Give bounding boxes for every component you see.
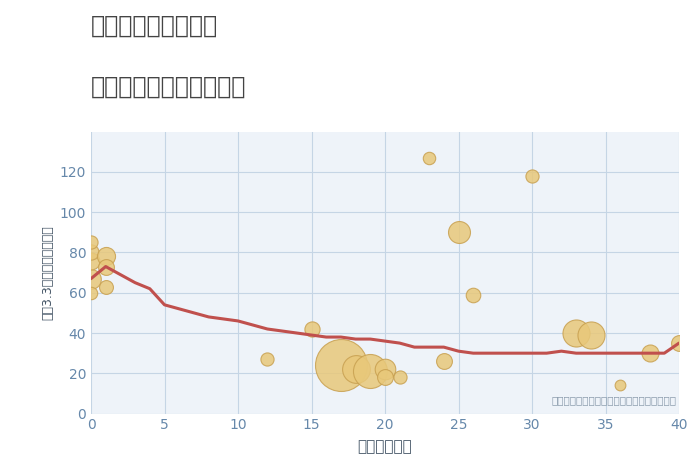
Point	[673, 339, 685, 347]
X-axis label: 築年数（年）: 築年数（年）	[358, 439, 412, 454]
Point	[100, 263, 111, 270]
Point	[379, 366, 391, 373]
Point	[335, 361, 346, 369]
Text: 築年数別中古戸建て価格: 築年数別中古戸建て価格	[91, 75, 246, 99]
Y-axis label: 坪（3.3㎡）単価（万円）: 坪（3.3㎡）単価（万円）	[41, 225, 54, 320]
Point	[453, 228, 464, 236]
Point	[85, 249, 97, 256]
Point	[526, 172, 538, 180]
Point	[100, 283, 111, 290]
Point	[100, 253, 111, 260]
Point	[570, 329, 582, 337]
Text: 円の大きさは、取引のあった物件面積を示す: 円の大きさは、取引のあった物件面積を示す	[551, 395, 676, 405]
Point	[350, 366, 361, 373]
Point	[306, 325, 317, 333]
Point	[468, 291, 479, 298]
Point	[424, 154, 435, 162]
Point	[379, 374, 391, 381]
Point	[585, 331, 596, 339]
Point	[262, 355, 273, 363]
Point	[438, 358, 449, 365]
Point	[394, 374, 405, 381]
Point	[644, 349, 655, 357]
Text: 埼玉県飯能市平戸の: 埼玉県飯能市平戸の	[91, 14, 218, 38]
Point	[365, 368, 376, 375]
Point	[85, 275, 97, 282]
Point	[85, 239, 97, 246]
Point	[85, 289, 97, 297]
Point	[615, 382, 626, 389]
Point	[85, 257, 97, 264]
